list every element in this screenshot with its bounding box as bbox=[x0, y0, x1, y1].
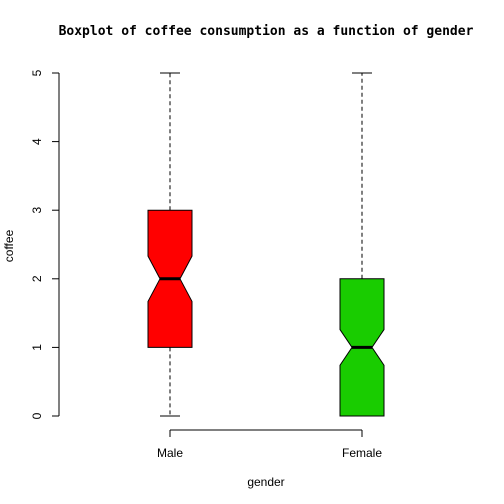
y-tick-label: 0 bbox=[30, 412, 44, 419]
y-tick-label: 5 bbox=[30, 69, 44, 76]
y-tick-label: 1 bbox=[30, 344, 44, 351]
y-tick-label: 4 bbox=[30, 138, 44, 145]
box-male bbox=[147, 72, 193, 417]
chart-title: Boxplot of coffee consumption as a funct… bbox=[59, 24, 474, 39]
x-axis-label: gender bbox=[247, 475, 284, 489]
x-tick-label: Male bbox=[157, 446, 183, 460]
y-tick-label: 2 bbox=[30, 275, 44, 282]
y-axis: 0 1 2 3 4 5 bbox=[30, 69, 60, 419]
boxes-group bbox=[147, 72, 385, 417]
x-axis: Male Female bbox=[157, 429, 382, 460]
x-tick-label: Female bbox=[342, 446, 382, 460]
box-female bbox=[339, 72, 385, 417]
y-tick-label: 3 bbox=[30, 207, 44, 214]
y-axis-label: coffee bbox=[2, 229, 16, 262]
